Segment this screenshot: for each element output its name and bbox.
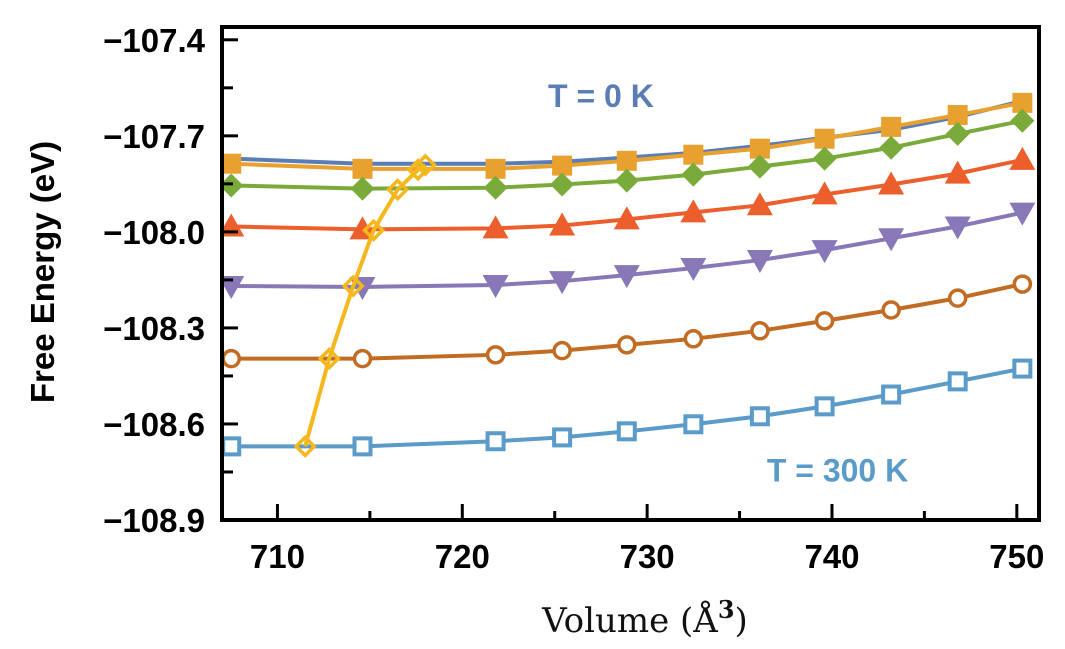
open-circle-marker <box>683 329 704 349</box>
diamond-marker <box>350 176 375 201</box>
x-tick-label: 750 <box>989 538 1044 575</box>
triangle-down-marker <box>613 265 640 289</box>
open-diamond-marker <box>406 158 430 182</box>
y-tick-label: −107.7 <box>103 118 205 155</box>
x-tick-label: 710 <box>250 538 305 575</box>
open-diamond-marker <box>362 218 386 242</box>
open-circle-marker <box>814 311 835 331</box>
x-axis-label-sup: 3 <box>718 595 735 624</box>
triangle-up-marker <box>613 206 640 230</box>
triangle-down-marker <box>222 275 245 299</box>
diamond-marker <box>945 121 970 146</box>
square-marker <box>222 153 242 174</box>
open-square-marker <box>352 436 373 457</box>
open-square-marker <box>222 436 242 457</box>
series-1 <box>222 92 1033 179</box>
y-axis-label: Free Energy (eV) <box>24 141 61 403</box>
open-circle-marker <box>222 348 241 369</box>
open-square-marker <box>749 406 770 427</box>
open-circle-marker <box>1012 274 1033 294</box>
y-tick-label: −108.6 <box>103 406 205 443</box>
open-square-marker <box>552 427 573 448</box>
plot-frame <box>220 25 1041 522</box>
y-tick-label: −108.3 <box>103 310 205 347</box>
square-marker <box>881 116 902 137</box>
minima-trace <box>293 153 437 458</box>
square-marker <box>485 158 506 179</box>
diamond-marker <box>1010 108 1035 133</box>
diamond-marker <box>879 135 904 160</box>
open-circle-marker <box>552 340 572 361</box>
triangle-up-marker <box>680 199 707 223</box>
x-axis-label-close: ) <box>735 601 748 641</box>
series-5 <box>222 274 1033 369</box>
square-marker <box>814 128 835 149</box>
open-diamond-marker <box>317 347 341 371</box>
open-square-marker <box>947 371 968 392</box>
square-marker <box>749 138 770 159</box>
diamond-marker <box>681 162 706 187</box>
triangle-up-marker <box>482 215 509 239</box>
open-circle-marker <box>750 321 770 341</box>
series-2 <box>222 108 1035 201</box>
square-marker <box>683 144 704 165</box>
open-circle-marker <box>352 348 373 369</box>
triangle-down-marker <box>811 240 838 264</box>
open-circle-marker <box>617 335 637 355</box>
annotation-label: T = 0 K <box>548 78 654 114</box>
diamond-marker <box>812 146 837 171</box>
open-diamond-marker <box>293 434 317 458</box>
triangle-down-marker <box>549 271 576 295</box>
minima-trace-line <box>303 163 427 447</box>
open-circle-marker <box>947 288 968 308</box>
open-square-marker <box>814 396 835 417</box>
open-diamond-marker <box>341 274 365 298</box>
plot-area <box>222 92 1036 458</box>
diamond-marker <box>483 175 508 200</box>
triangle-up-marker <box>944 160 971 184</box>
open-circle-marker <box>881 300 901 320</box>
square-marker <box>352 158 373 179</box>
triangle-down-marker <box>680 258 707 282</box>
square-marker <box>947 105 968 126</box>
y-tick-label: −108.0 <box>103 214 205 251</box>
x-tick-label: 730 <box>620 538 675 575</box>
series-6 <box>222 358 1033 457</box>
triangle-down-marker <box>878 228 905 252</box>
open-square-marker <box>485 431 506 452</box>
triangle-up-marker <box>878 171 905 195</box>
series-4 <box>222 202 1036 300</box>
diamond-marker <box>550 172 575 197</box>
diamond-marker <box>222 173 244 198</box>
x-tick-label: 740 <box>804 538 859 575</box>
triangle-up-marker <box>1009 146 1036 170</box>
triangle-down-marker <box>944 216 971 240</box>
open-diamond-marker <box>413 153 437 177</box>
open-square-marker <box>1012 358 1033 379</box>
x-axis-label-text: Volume (Å <box>541 600 718 641</box>
triangle-up-marker <box>811 181 838 205</box>
square-marker <box>1012 92 1033 113</box>
triangle-up-marker <box>746 192 773 216</box>
y-tick-label: −108.9 <box>103 502 205 539</box>
open-diamond-marker <box>386 178 410 202</box>
diamond-marker <box>614 168 639 193</box>
x-axis-label: Volume (Å3) <box>541 595 748 641</box>
square-marker <box>616 150 637 171</box>
diamond-marker <box>747 154 772 179</box>
square-marker <box>552 155 573 176</box>
x-tick-label: 720 <box>435 538 490 575</box>
open-circle-marker <box>485 345 506 365</box>
open-square-marker <box>616 421 637 442</box>
open-square-marker <box>881 384 902 405</box>
triangle-down-marker <box>1009 202 1036 226</box>
y-tick-label: −107.4 <box>103 22 205 59</box>
open-square-marker <box>683 414 704 435</box>
triangle-up-marker <box>549 212 576 236</box>
annotation-label: T = 300 K <box>767 453 908 489</box>
triangle-down-marker <box>482 275 509 299</box>
triangle-down-marker <box>746 250 773 274</box>
